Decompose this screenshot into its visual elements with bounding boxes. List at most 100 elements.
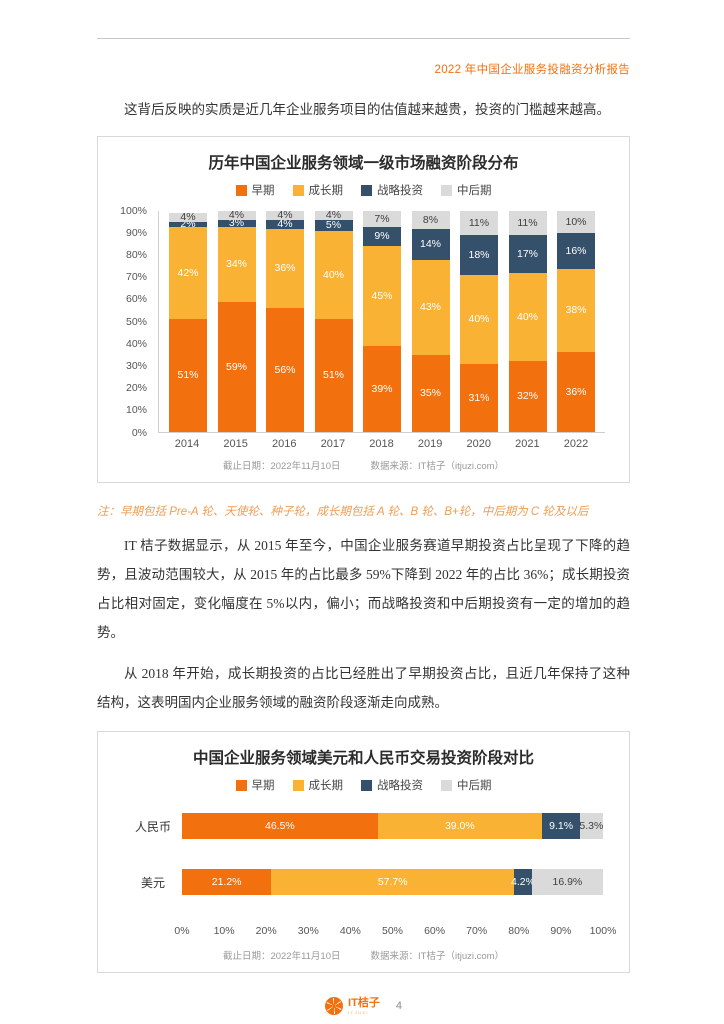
x-tick-label-2022: 2022	[563, 438, 589, 451]
stacked-bar-人民币: 46.5% 39.0% 9.1% 5.3%	[182, 813, 603, 840]
segment-成长期-2016: 36%	[266, 228, 304, 309]
segment-value-label: 40%	[322, 268, 344, 281]
segment-成长期-2019: 43%	[411, 259, 450, 355]
legend-swatch-icon	[441, 779, 452, 791]
legend-label: 成长期	[308, 780, 344, 793]
chart-usd-vs-rmb-stage: 中国企业服务领域美元和人民币交易投资阶段对比 早期 成长期 战略投资 中后期 人民币 4…	[97, 731, 630, 974]
segment-早期-2020: 31%	[460, 363, 498, 433]
y-tick-label: 60%	[125, 293, 147, 306]
chart1-footnote: 截止日期：2022年11月10日 数据来源：IT桔子（itjuzi.com）	[114, 458, 613, 472]
stacked-bar-美元: 21.2% 57.7% 4.2% 16.9%	[182, 869, 603, 896]
segment-value-label: 4%	[180, 211, 196, 224]
x-tick-label-20%: 20%	[255, 925, 277, 938]
x-tick-label-40%: 40%	[339, 925, 361, 938]
segment-中后期-2019: 8%	[411, 211, 450, 229]
segment-value-label: 56%	[274, 363, 296, 376]
chart1-data-source: 数据来源：IT桔子（itjuzi.com）	[370, 461, 505, 473]
chart1-bars: 51% 42% 2% 4% 59% 34% 3% 4% 56% 36% 4% 4% 51% 40% 5% 4%…	[158, 209, 605, 434]
chart-funding-stage-by-year: 历年中国企业服务领域一级市场融资阶段分布 早期 成长期 战略投资 中后期 0% 10% 2…	[97, 136, 630, 484]
segment-value-label: 4%	[325, 209, 342, 222]
legend-item-早期: 早期	[235, 182, 275, 198]
segment-早期-2021: 32%	[508, 361, 547, 433]
x-tick-label-2021: 2021	[515, 438, 540, 451]
chart2-cutoff-date: 截止日期：2022年11月10日	[222, 951, 341, 963]
chart2-legend: 早期 成长期 战略投资 中后期	[114, 777, 613, 793]
segment-value-label: 10%	[565, 215, 587, 228]
legend-label: 中后期	[457, 780, 492, 793]
stacked-bar-2017: 51% 40% 5% 4%	[314, 209, 353, 433]
chart1-x-axis: 2014 2015 2016 2017 2018 2019 2020 2021 2022	[158, 438, 605, 450]
legend-item-早期: 早期	[235, 777, 275, 793]
segment-value-label: 39%	[371, 382, 393, 395]
body-paragraph-1: IT 桔子数据显示，从 2015 年至今，中国企业服务赛道早期投资占比呈现了下降…	[97, 538, 630, 641]
segment-value-label: 7%	[374, 212, 390, 225]
x-tick-label-90%: 90%	[550, 925, 572, 938]
chart2-plot-area: 人民币 46.5% 39.0% 9.1% 5.3% 美元 21.2% 57.7% 4.2% 16.…	[124, 813, 603, 896]
x-tick-label-100%: 100%	[589, 925, 617, 938]
segment-中后期-2018: 7%	[363, 211, 401, 227]
page-footer: IT桔子 ITJUZI 4	[97, 996, 630, 1016]
category-label-人民币: 人民币	[134, 819, 171, 834]
segment-中后期-2021: 11%	[508, 211, 547, 236]
y-tick-label: 0%	[131, 426, 147, 439]
x-tick-label-80%: 80%	[508, 925, 530, 938]
segment-value-label: 16.9%	[552, 875, 583, 888]
segment-value-label: 38%	[565, 304, 587, 317]
segment-早期-2016: 56%	[266, 308, 304, 433]
segment-value-label: 31%	[468, 391, 490, 404]
y-tick-label: 100%	[120, 204, 147, 217]
segment-value-label: 42%	[177, 266, 199, 279]
segment-中后期-2016: 4%	[266, 209, 304, 222]
segment-value-label: 14%	[419, 237, 441, 250]
segment-value-label: 57.7%	[377, 875, 408, 888]
itjuzi-logo: IT桔子 ITJUZI	[325, 996, 380, 1016]
chart1-title: 历年中国企业服务领域一级市场融资阶段分布	[208, 155, 519, 173]
legend-item-成长期: 成长期	[292, 777, 344, 793]
segment-value-label: 4%	[277, 209, 293, 222]
segment-value-label: 46.5%	[264, 819, 295, 832]
stacked-bar-2014: 51% 42% 2% 4%	[169, 211, 207, 433]
logo-name: IT桔子	[348, 996, 380, 1009]
segment-value-label: 4.2%	[511, 875, 535, 888]
segment-value-label: 45%	[371, 289, 393, 302]
legend-label: 早期	[251, 780, 275, 793]
legend-item-中后期: 中后期	[441, 777, 492, 793]
segment-中后期-美元: 16.9%	[531, 869, 603, 896]
segment-战略投资-2015: 3%	[217, 218, 256, 228]
chart2-footnote: 截止日期：2022年11月10日 数据来源：IT桔子（itjuzi.com）	[114, 948, 613, 962]
x-tick-label-60%: 60%	[424, 925, 446, 938]
segment-成长期-2020: 40%	[460, 275, 498, 364]
y-tick-label: 70%	[125, 271, 147, 284]
stacked-bar-2019: 35% 43% 14% 8%	[411, 211, 450, 433]
segment-成长期-美元: 57.7%	[271, 869, 515, 896]
segment-value-label: 18%	[468, 248, 490, 261]
stage-definition-note: 注：早期包括 Pre-A 轮、天使轮、种子轮，成长期包括 A 轮、B 轮、B+轮…	[97, 506, 589, 519]
segment-中后期-2020: 11%	[460, 211, 498, 236]
segment-value-label: 4%	[277, 218, 293, 231]
x-tick-label-30%: 30%	[297, 925, 319, 938]
legend-swatch-icon	[292, 779, 304, 791]
segment-战略投资-人民币: 9.1%	[541, 813, 581, 840]
segment-value-label: 16%	[565, 244, 587, 257]
logo-text-block: IT桔子 ITJUZI	[348, 996, 380, 1015]
legend-item-成长期: 成长期	[292, 182, 343, 198]
segment-早期-2015: 59%	[217, 301, 256, 433]
segment-value-label: 34%	[225, 257, 247, 270]
x-tick-label-2019: 2019	[417, 438, 443, 451]
x-tick-label-10%: 10%	[213, 925, 235, 938]
segment-value-label: 36%	[565, 385, 587, 398]
segment-早期-2014: 51%	[169, 319, 207, 433]
category-label-美元: 美元	[140, 875, 165, 890]
chart1-legend: 早期 成长期 战略投资 中后期	[114, 182, 613, 198]
segment-value-label: 35%	[419, 387, 441, 400]
legend-swatch-icon	[361, 184, 372, 196]
segment-成长期-2014: 42%	[169, 226, 207, 320]
orange-fruit-logo-icon	[325, 997, 344, 1016]
segment-战略投资-2019: 14%	[411, 228, 450, 260]
legend-item-中后期: 中后期	[441, 182, 492, 198]
segment-战略投资-2016: 4%	[266, 218, 304, 231]
page-header: 2022 年中国企业服务投融资分析报告	[97, 61, 630, 77]
x-tick-label-2017: 2017	[320, 438, 346, 451]
segment-成长期-2017: 40%	[314, 230, 353, 320]
